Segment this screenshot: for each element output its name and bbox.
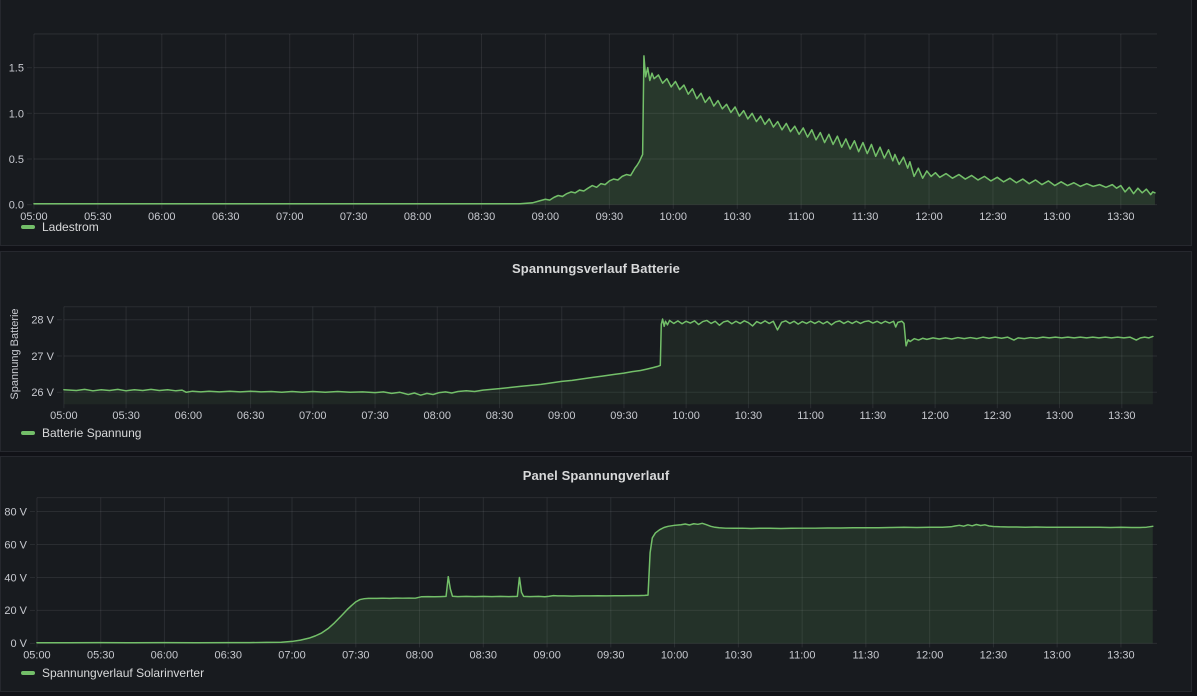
legend-label-ladestrom: Ladestrom — [42, 220, 99, 234]
svg-text:1.0: 1.0 — [9, 108, 24, 120]
svg-text:09:30: 09:30 — [596, 211, 623, 223]
svg-text:05:30: 05:30 — [84, 211, 111, 223]
svg-text:10:30: 10:30 — [725, 649, 752, 661]
legend-swatch-batterie-spannung — [21, 431, 35, 435]
svg-text:13:00: 13:00 — [1046, 410, 1073, 422]
svg-text:26 V: 26 V — [31, 387, 54, 399]
svg-text:08:30: 08:30 — [470, 649, 497, 661]
svg-text:05:00: 05:00 — [23, 649, 50, 661]
svg-text:08:30: 08:30 — [468, 211, 495, 223]
svg-text:09:00: 09:00 — [548, 410, 575, 422]
svg-text:08:00: 08:00 — [404, 211, 431, 223]
panel-ladestrom: 05:00 05:30 06:00 06:30 07:00 07:30 08:00 08:30… — [0, 0, 1192, 246]
svg-text:11:30: 11:30 — [860, 410, 887, 422]
svg-text:27 V: 27 V — [31, 351, 54, 363]
svg-text:10:30: 10:30 — [735, 410, 762, 422]
svg-text:07:00: 07:00 — [299, 410, 326, 422]
panel-spannungsverlauf-batterie: Spannungsverlauf Batterie Spannung Batte… — [0, 251, 1192, 452]
svg-text:06:30: 06:30 — [237, 410, 264, 422]
legend-swatch-solarinverter — [21, 671, 35, 675]
svg-text:11:30: 11:30 — [852, 211, 879, 223]
svg-text:11:30: 11:30 — [853, 649, 880, 661]
legend-item-ladestrom[interactable]: Ladestrom — [21, 220, 99, 234]
svg-text:05:30: 05:30 — [112, 410, 139, 422]
svg-text:08:00: 08:00 — [424, 410, 451, 422]
svg-text:1.5: 1.5 — [9, 62, 24, 74]
svg-text:12:30: 12:30 — [980, 649, 1007, 661]
svg-text:06:00: 06:00 — [148, 211, 175, 223]
svg-text:11:00: 11:00 — [788, 211, 815, 223]
svg-text:13:30: 13:30 — [1107, 211, 1134, 223]
svg-text:0 V: 0 V — [10, 638, 27, 650]
svg-text:20 V: 20 V — [4, 605, 27, 617]
svg-text:0.5: 0.5 — [9, 154, 24, 166]
legend-label-batterie-spannung: Batterie Spannung — [42, 426, 142, 440]
panel-panel-spannungverlauf: Panel Spannungverlauf 05:00 05:30 06:00 06:… — [0, 456, 1192, 692]
svg-text:07:30: 07:30 — [361, 410, 388, 422]
svg-text:12:00: 12:00 — [921, 410, 948, 422]
svg-text:09:00: 09:00 — [532, 211, 559, 223]
svg-text:11:00: 11:00 — [789, 649, 816, 661]
panel-title-panel-spannungverlauf[interactable]: Panel Spannungverlauf — [522, 468, 670, 483]
svg-text:80 V: 80 V — [4, 506, 27, 518]
svg-text:05:00: 05:00 — [20, 211, 47, 223]
svg-text:07:30: 07:30 — [342, 649, 369, 661]
svg-text:09:30: 09:30 — [610, 410, 637, 422]
ladestrom-chart[interactable]: 05:00 05:30 06:00 06:30 07:00 07:30 08:00 08:30… — [1, 0, 1191, 253]
svg-text:12:30: 12:30 — [984, 410, 1011, 422]
svg-text:05:00: 05:00 — [50, 410, 77, 422]
svg-text:28 V: 28 V — [31, 315, 54, 327]
svg-text:13:00: 13:00 — [1043, 649, 1070, 661]
batterie-spannung-chart[interactable]: 05:00 05:30 06:00 06:30 07:00 07:30 08:00 08:30… — [1, 252, 1191, 451]
svg-text:40 V: 40 V — [4, 572, 27, 584]
svg-text:60 V: 60 V — [4, 539, 27, 551]
svg-text:13:30: 13:30 — [1108, 410, 1135, 422]
svg-text:07:00: 07:00 — [276, 211, 303, 223]
svg-text:07:30: 07:30 — [340, 211, 367, 223]
svg-text:09:00: 09:00 — [533, 649, 560, 661]
svg-text:08:30: 08:30 — [486, 410, 513, 422]
legend-item-solarinverter[interactable]: Spannungverlauf Solarinverter — [21, 666, 204, 680]
svg-text:05:30: 05:30 — [87, 649, 114, 661]
legend-swatch-ladestrom — [21, 225, 35, 229]
svg-text:08:00: 08:00 — [406, 649, 433, 661]
svg-text:06:00: 06:00 — [175, 410, 202, 422]
legend-item-batterie-spannung[interactable]: Batterie Spannung — [21, 426, 141, 440]
svg-text:11:00: 11:00 — [797, 410, 824, 422]
svg-text:12:00: 12:00 — [915, 211, 942, 223]
panel-title-spannungsverlauf-batterie[interactable]: Spannungsverlauf Batterie — [512, 261, 680, 276]
svg-text:12:00: 12:00 — [916, 649, 943, 661]
svg-text:06:30: 06:30 — [214, 649, 241, 661]
svg-text:12:30: 12:30 — [979, 211, 1006, 223]
svg-text:13:30: 13:30 — [1107, 649, 1134, 661]
svg-text:10:00: 10:00 — [660, 211, 687, 223]
svg-text:06:00: 06:00 — [151, 649, 178, 661]
svg-text:09:30: 09:30 — [597, 649, 624, 661]
svg-text:0.0: 0.0 — [9, 199, 24, 211]
legend-label-solarinverter: Spannungverlauf Solarinverter — [42, 666, 205, 680]
svg-text:10:00: 10:00 — [661, 649, 688, 661]
svg-text:10:30: 10:30 — [724, 211, 751, 223]
svg-text:13:00: 13:00 — [1043, 211, 1070, 223]
solarinverter-spannung-chart[interactable]: 05:00 05:30 06:00 06:30 07:00 07:30 08:00 08:30… — [1, 457, 1191, 691]
svg-text:07:00: 07:00 — [278, 649, 305, 661]
svg-text:10:00: 10:00 — [672, 410, 699, 422]
svg-text:06:30: 06:30 — [212, 211, 239, 223]
